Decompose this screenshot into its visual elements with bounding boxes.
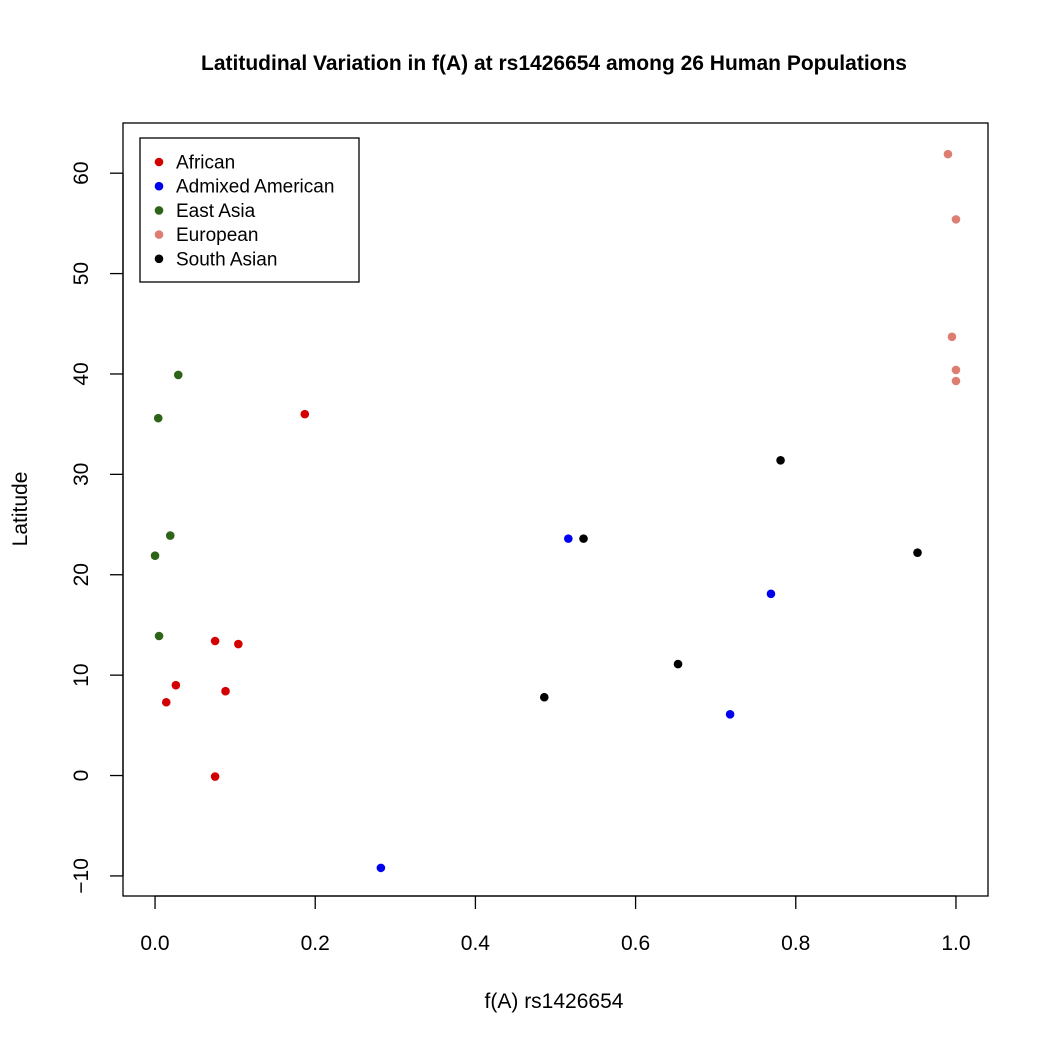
data-point bbox=[943, 149, 953, 159]
data-point bbox=[539, 692, 549, 702]
x-tick-label: 0.0 bbox=[140, 932, 169, 955]
y-tick-label: 0 bbox=[70, 770, 93, 782]
data-point bbox=[154, 631, 164, 641]
y-tick-label: 10 bbox=[70, 663, 93, 686]
legend-marker bbox=[154, 230, 164, 239]
data-point bbox=[173, 370, 183, 380]
legend-box bbox=[139, 137, 360, 283]
data-point bbox=[210, 772, 220, 781]
data-point bbox=[210, 636, 220, 646]
data-point bbox=[913, 548, 922, 557]
data-point bbox=[947, 332, 957, 342]
data-point bbox=[564, 534, 573, 543]
data-point bbox=[161, 697, 171, 707]
legend-marker bbox=[154, 206, 164, 215]
legend-label: East Asia bbox=[176, 201, 256, 222]
y-tick-label: 40 bbox=[70, 362, 93, 385]
data-point bbox=[153, 413, 163, 423]
data-point bbox=[951, 376, 961, 386]
x-axis: 0.0 0.2 0.4 0.6 0.8 1.0 bbox=[140, 895, 971, 955]
data-point bbox=[150, 551, 160, 560]
data-point bbox=[171, 680, 181, 690]
x-tick-label: 0.2 bbox=[301, 932, 330, 955]
data-point bbox=[766, 589, 776, 599]
data-point bbox=[376, 863, 386, 873]
y-tick-label: 20 bbox=[70, 563, 93, 586]
y-tick-label: −10 bbox=[70, 858, 93, 894]
y-axis-label: Latitude bbox=[9, 472, 32, 547]
data-point bbox=[165, 531, 175, 540]
legend-marker bbox=[154, 254, 164, 264]
legend-label: African bbox=[176, 153, 235, 174]
x-tick-label: 0.8 bbox=[781, 932, 810, 955]
data-point bbox=[300, 409, 310, 419]
x-tick-label: 0.6 bbox=[621, 932, 650, 955]
data-point bbox=[951, 215, 961, 224]
data-point bbox=[673, 659, 683, 669]
legend-label: South Asian bbox=[176, 249, 277, 270]
data-point bbox=[221, 686, 230, 696]
data-point bbox=[234, 639, 243, 649]
chart-title: Latitudinal Variation in f(A) at rs14266… bbox=[201, 52, 907, 75]
data-points bbox=[150, 149, 961, 873]
legend: African Admixed American East Asia European… bbox=[139, 137, 360, 283]
data-point bbox=[579, 534, 588, 543]
x-tick-label: 0.4 bbox=[461, 932, 491, 955]
data-point bbox=[951, 365, 961, 375]
data-point bbox=[725, 709, 735, 719]
legend-label: European bbox=[176, 225, 258, 246]
legend-marker bbox=[154, 181, 164, 191]
y-tick-label: 30 bbox=[70, 463, 93, 486]
data-point bbox=[776, 456, 785, 465]
x-tick-label: 1.0 bbox=[941, 932, 970, 955]
y-axis: −10 0 10 20 30 40 50 60 bbox=[70, 162, 124, 894]
y-tick-label: 60 bbox=[70, 162, 93, 185]
x-axis-label: f(A) rs1426654 bbox=[485, 990, 624, 1013]
legend-label: Admixed American bbox=[176, 177, 334, 198]
legend-marker bbox=[154, 157, 164, 167]
y-tick-label: 50 bbox=[70, 262, 93, 285]
